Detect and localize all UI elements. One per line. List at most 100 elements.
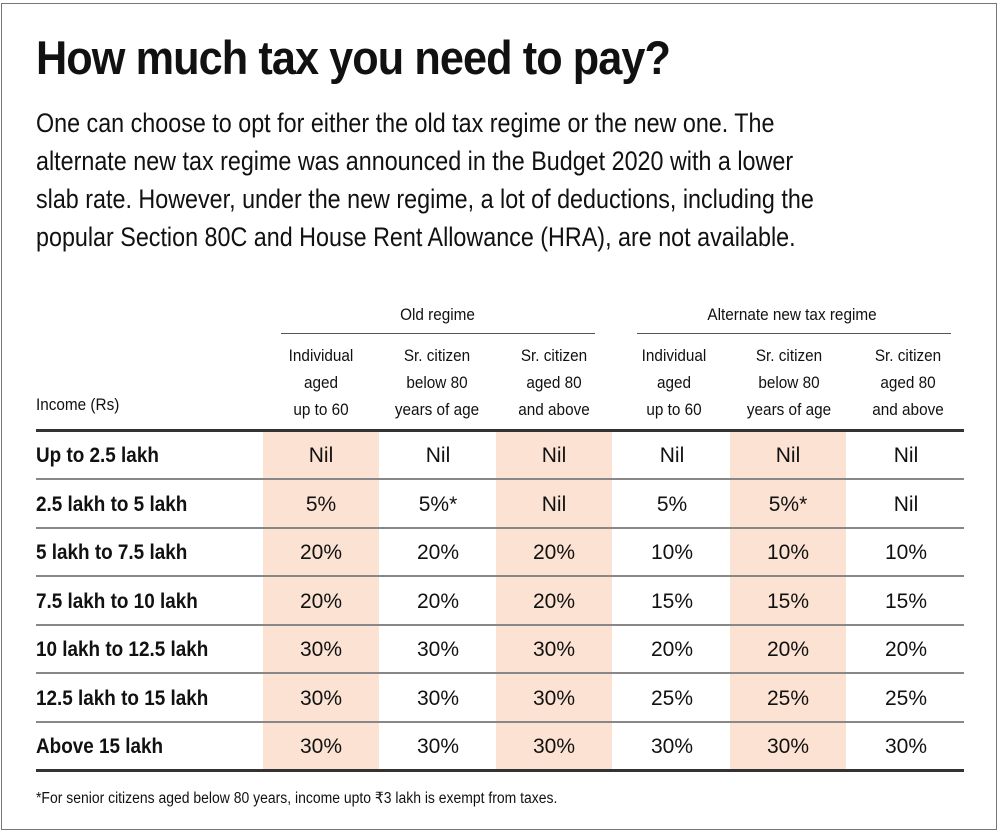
group-header-new-regime: Alternate new tax regime: [707, 305, 877, 324]
column-header-line: and above: [518, 400, 590, 419]
intro-line: slab rate. However, under the new regime…: [36, 184, 814, 214]
column-header-line: aged: [656, 373, 692, 392]
tax-rate-cell: 10%: [650, 541, 694, 564]
intro-line: One can choose to opt for either the old…: [36, 108, 775, 138]
tax-rate-cell: 20%: [532, 541, 576, 564]
column-header-line: below 80: [758, 373, 820, 392]
column-header: Sr. citizen below 80 years of age: [372, 342, 502, 423]
income-slab-label: Up to 2.5 lakh: [36, 444, 159, 467]
row-divider: [36, 672, 964, 674]
column-header-line: and above: [872, 400, 944, 419]
tax-rate-cell: 30%: [532, 735, 576, 758]
tax-rate-cell: 30%: [299, 638, 343, 661]
column-header: Sr. citizen aged 80 and above: [843, 342, 973, 423]
income-slab-label: 10 lakh to 12.5 lakh: [36, 638, 209, 661]
tax-rate-cell: 20%: [299, 541, 343, 564]
tax-rate-cell: 30%: [416, 638, 460, 661]
tax-rate-cell: 30%: [416, 686, 460, 710]
tax-rate-cell: Nil: [541, 444, 567, 467]
tax-rate-cell: 5%: [656, 492, 688, 516]
row-divider: [36, 526, 964, 529]
row-divider: [36, 478, 964, 480]
column-header-line: years of age: [746, 400, 832, 419]
column-header-line: Sr. citizen: [755, 346, 823, 365]
tax-rate-cell: 30%: [766, 735, 810, 758]
tax-rate-cell: 10%: [766, 541, 810, 564]
tax-rate-cell: 30%: [416, 735, 460, 758]
table-row: Up to 2.5 lakh Nil Nil Nil Nil Nil Nil: [0, 432, 1000, 480]
highlight-column: [496, 430, 612, 770]
page-title: How much tax you need to pay?: [36, 31, 671, 84]
group-divider: [637, 333, 951, 334]
tax-rate-cell: 30%: [299, 686, 343, 710]
column-header-line: aged: [303, 373, 339, 392]
tax-rate-cell: 5%*: [418, 492, 458, 516]
tax-rate-cell: 25%: [884, 686, 928, 710]
intro-line: popular Section 80C and House Rent Allow…: [36, 222, 796, 252]
highlight-column: [730, 430, 846, 770]
income-column-header: Income (Rs): [36, 395, 120, 414]
tax-rate-cell: Nil: [893, 492, 919, 516]
income-slab-label: 12.5 lakh to 15 lakh: [36, 686, 209, 710]
column-header: Sr. citizen aged 80 and above: [489, 342, 619, 423]
tax-rate-cell: 30%: [884, 735, 928, 758]
tax-rate-cell: 25%: [650, 686, 694, 710]
tax-rate-cell: 20%: [416, 589, 460, 613]
tax-rate-cell: 20%: [299, 589, 343, 613]
column-header-line: Sr. citizen: [520, 346, 588, 365]
income-slab-label: 5 lakh to 7.5 lakh: [36, 541, 188, 564]
tax-rate-cell: 15%: [766, 589, 810, 613]
column-header: Individual aged up to 60: [609, 342, 739, 423]
header-rule: [36, 429, 964, 432]
tax-rate-cell: 30%: [532, 686, 576, 710]
column-header-line: Individual: [288, 346, 354, 365]
tax-rate-cell: 20%: [416, 541, 460, 564]
income-slab-label: 7.5 lakh to 10 lakh: [36, 589, 198, 613]
tax-rate-cell: Nil: [893, 444, 919, 467]
tax-rate-cell: 30%: [299, 735, 343, 758]
column-header-line: up to 60: [293, 400, 349, 419]
income-slab-label: Above 15 lakh: [36, 735, 164, 758]
column-header: Sr. citizen below 80 years of age: [724, 342, 854, 423]
tax-rate-cell: 20%: [884, 638, 928, 661]
bottom-rule: [36, 769, 964, 772]
column-header-line: aged 80: [526, 373, 582, 392]
row-divider: [36, 623, 964, 626]
income-slab-label: 2.5 lakh to 5 lakh: [36, 492, 188, 516]
group-divider: [281, 333, 595, 334]
table-row: 10 lakh to 12.5 lakh 30% 30% 30% 20% 20% 20%: [0, 626, 1000, 674]
column-header-line: below 80: [406, 373, 468, 392]
row-divider: [36, 575, 964, 577]
tax-rate-cell: Nil: [425, 444, 451, 467]
column-header-line: aged 80: [880, 373, 936, 392]
tax-rate-cell: Nil: [775, 444, 801, 467]
tax-rate-cell: Nil: [541, 492, 567, 516]
table-row: Above 15 lakh 30% 30% 30% 30% 30% 30%: [0, 723, 1000, 771]
footnote: *For senior citizens aged below 80 years…: [36, 790, 558, 807]
tax-rate-cell: 10%: [884, 541, 928, 564]
row-divider: [36, 720, 964, 723]
column-header-line: Sr. citizen: [874, 346, 942, 365]
tax-rate-cell: Nil: [308, 444, 334, 467]
tax-rate-cell: Nil: [659, 444, 685, 467]
intro-paragraph: One can choose to opt for either the old…: [36, 104, 951, 256]
tax-rate-cell: 5%: [305, 492, 337, 516]
table-row: 2.5 lakh to 5 lakh 5% 5%* Nil 5% 5%* Nil: [0, 481, 1000, 529]
column-header: Individual aged up to 60: [256, 342, 386, 423]
column-header-line: Individual: [641, 346, 707, 365]
tax-rate-cell: 5%*: [768, 492, 808, 516]
tax-rate-cell: 25%: [766, 686, 810, 710]
intro-line: alternate new tax regime was announced i…: [36, 146, 794, 176]
group-header-old-regime: Old regime: [400, 305, 475, 324]
tax-rate-cell: 30%: [650, 735, 694, 758]
column-header-line: up to 60: [646, 400, 702, 419]
tax-rate-cell: 15%: [884, 589, 928, 613]
table-row: 12.5 lakh to 15 lakh 30% 30% 30% 25% 25% 25%: [0, 675, 1000, 723]
column-header-line: Sr. citizen: [403, 346, 471, 365]
table-row: 7.5 lakh to 10 lakh 20% 20% 20% 15% 15% 15%: [0, 578, 1000, 626]
tax-rate-cell: 20%: [766, 638, 810, 661]
highlight-column: [263, 430, 379, 770]
tax-rate-cell: 20%: [650, 638, 694, 661]
column-header-line: years of age: [394, 400, 480, 419]
tax-rate-cell: 30%: [532, 638, 576, 661]
